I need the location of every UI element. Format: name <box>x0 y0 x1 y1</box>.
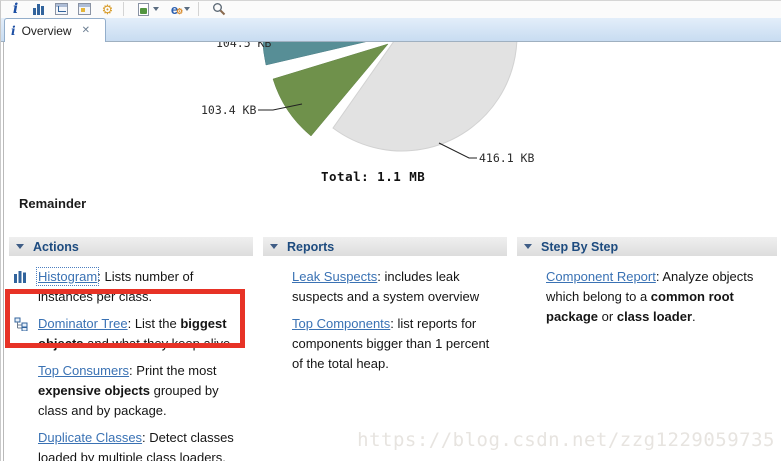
leader-line-left <box>258 103 303 111</box>
tab-label: Overview <box>21 23 72 38</box>
pie-label-right: 416.1 KB <box>479 151 534 165</box>
section-step-by-step: Step By Step Component Report: Analyze o… <box>517 237 777 461</box>
section-body-actions: Histogram: Lists number of instances per… <box>9 256 253 461</box>
list-item: Top Components: list reports for compone… <box>292 314 501 374</box>
duplicate-classes-link[interactable]: Duplicate Classes <box>38 430 143 445</box>
pie-total-label: Total: 1.1 MB <box>321 169 425 184</box>
list-item: Component Report: Analyze objects which … <box>546 267 771 327</box>
dominator-tree-link[interactable]: Dominator Tree <box>38 316 128 331</box>
section-header-step-by-step[interactable]: Step By Step <box>517 237 777 256</box>
section-body-reports: Leak Suspects: includes leak suspects an… <box>263 256 507 374</box>
gear-icon[interactable]: ⚙ <box>101 1 114 17</box>
pie-label-top: 104.5 KB <box>216 42 271 50</box>
section-header-actions[interactable]: Actions <box>9 237 253 256</box>
dominator-tree-icon <box>14 317 28 332</box>
list-item: Dominator Tree: List the biggest objects… <box>14 314 247 354</box>
oql-icon[interactable] <box>76 1 93 17</box>
toolbar-separator <box>198 2 199 16</box>
tab-overview[interactable]: i Overview ✕ <box>4 18 106 42</box>
watermark-text: https://blog.csdn.net/zzg1229059735 <box>357 429 775 451</box>
item-text: Leak Suspects: includes leak suspects an… <box>292 269 480 304</box>
item-text: Top Consumers: Print the most expensive … <box>38 363 219 418</box>
heap-pie-chart: 104.5 KB 103.4 KB 416.1 KB Total: 1.1 MB <box>201 42 534 184</box>
main-toolbar: i ⚙ e ⚙ <box>1 1 781 18</box>
list-item: Histogram: Lists number of instances per… <box>14 267 247 307</box>
expert-system-icon[interactable]: e ⚙ <box>170 1 184 17</box>
pie-label-left: 103.4 KB <box>201 103 256 117</box>
search-icon[interactable] <box>210 1 227 17</box>
leak-suspects-link[interactable]: Leak Suspects <box>292 269 378 284</box>
histogram-link[interactable]: Histogram <box>35 267 100 286</box>
section-header-reports[interactable]: Reports <box>263 237 507 256</box>
report-icon[interactable] <box>135 1 152 17</box>
expert-dropdown-icon[interactable] <box>184 7 190 11</box>
list-item: Top Consumers: Print the most expensive … <box>38 361 247 421</box>
pie-slice-remainder[interactable] <box>332 42 518 152</box>
histogram-icon <box>14 270 28 284</box>
chevron-down-icon <box>270 244 278 249</box>
view-left-border <box>3 42 4 461</box>
info-icon: i <box>11 23 16 38</box>
info-icon[interactable]: i <box>12 1 19 17</box>
chevron-down-icon <box>524 244 532 249</box>
item-text: Component Report: Analyze objects which … <box>546 269 754 324</box>
close-icon[interactable]: ✕ <box>81 25 90 36</box>
section-body-step-by-step: Component Report: Analyze objects which … <box>517 256 777 327</box>
top-components-link[interactable]: Top Components <box>292 316 391 331</box>
leader-line-right <box>438 142 477 159</box>
editor-tab-strip: i Overview ✕ <box>1 18 781 42</box>
item-text: Histogram: Lists number of instances per… <box>35 267 194 304</box>
component-report-link[interactable]: Component Report <box>546 269 656 284</box>
chevron-down-icon <box>16 244 24 249</box>
section-actions: Actions Histogram: Lists number of insta… <box>9 237 253 461</box>
pie-slice-teal[interactable] <box>262 42 395 66</box>
sections-row: Actions Histogram: Lists number of insta… <box>9 237 777 461</box>
list-item: Duplicate Classes: Detect classes loaded… <box>38 428 247 461</box>
section-reports: Reports Leak Suspects: includes leak sus… <box>263 237 507 461</box>
item-text: Top Components: list reports for compone… <box>292 316 490 371</box>
pie-slice-green[interactable] <box>272 43 389 137</box>
item-text: Duplicate Classes: Detect classes loaded… <box>38 430 234 461</box>
legend-remainder: Remainder <box>19 196 87 211</box>
toolbar-separator <box>123 2 124 16</box>
list-item: Leak Suspects: includes leak suspects an… <box>292 267 501 307</box>
dominator-tree-icon[interactable] <box>53 1 70 17</box>
top-consumers-link[interactable]: Top Consumers <box>38 363 130 378</box>
item-text: Dominator Tree: List the biggest objects… <box>38 316 234 351</box>
histogram-icon[interactable] <box>30 1 47 17</box>
report-dropdown-icon[interactable] <box>153 7 159 11</box>
